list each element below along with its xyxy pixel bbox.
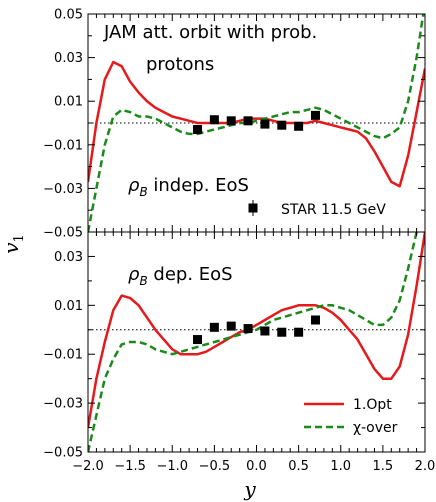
series-opt-line [88,232,425,428]
y-tick-label: 0.03 [54,250,83,265]
y-tick-label: 0.05 [54,8,83,23]
y-tick-label: −0.05 [43,446,83,461]
eos-symbol: ρ [128,264,140,285]
star-data-point [209,322,219,332]
star-data-point [294,121,304,131]
star-legend-label: STAR 11.5 GeV [281,202,386,218]
star-legend-marker [248,203,258,213]
bottom-panel: 0.03 0.01 −0.01 −0.03 −0.05 [43,231,426,461]
star-legend: STAR 11.5 GeV [248,200,386,218]
star-data-point [310,315,320,325]
y-axis-title: v1 [0,234,27,254]
y-tick-label: −0.03 [43,182,83,197]
star-data-point [209,115,219,125]
eos-text: dep. EoS [148,264,233,285]
y-tick-label: −0.05 [43,226,83,241]
legend: 1.Opt χ-over [304,397,398,436]
y-tick-label: 0.01 [54,95,83,110]
x-tick-label: −1.5 [114,459,146,474]
y-tick-label: 0.01 [54,299,83,314]
x-tick-label: 1.0 [330,459,351,474]
star-data-point [243,116,253,126]
particle-label: protons [146,54,214,75]
shared-x-axis: −2.0 −1.5 −1.0 −0.5 0.0 0.5 1.0 1.5 2.0 [72,459,435,474]
x-axis-title: y [243,477,256,501]
star-data-point [294,327,304,337]
star-data-point [277,327,287,337]
eos-symbol: ρ [128,175,140,196]
y-tick-label: −0.01 [43,348,83,363]
series-xover-line [88,14,425,232]
eos-text: indep. EoS [148,175,249,196]
star-data-point [310,110,320,120]
y-tick-label: 0.03 [54,51,83,66]
x-tick-label: 1.5 [373,459,394,474]
x-tick-label: −2.0 [72,459,104,474]
star-data-point [226,321,236,331]
y-tick-label: −0.03 [43,397,83,412]
series-opt-line [88,60,425,188]
top-panel: 0.05 0.03 0.01 −0.01 −0.03 −0.05 [43,8,426,241]
eos-label-bottom: ρB dep. EoS [128,264,233,288]
x-tick-label: −1.0 [156,459,188,474]
series-xover-line [88,232,418,452]
x-tick-label: −0.5 [199,459,231,474]
eos-label-top: ρB indep. EoS [128,175,249,199]
model-title: JAM att. orbit with prob. [103,22,317,43]
y-axis-title-sub: 1 [12,234,27,242]
legend-xover-label: χ-over [353,420,398,436]
star-data-point [193,125,203,135]
eos-subscript: B [139,274,147,288]
legend-opt-label: 1.Opt [353,397,392,413]
star-data-point [260,119,270,129]
x-tick-label: 0.0 [246,459,267,474]
y-tick-label: −0.01 [43,138,83,153]
y-axis-title-main: v [0,242,23,254]
star-data-point [260,326,270,336]
x-tick-label: 0.5 [288,459,309,474]
star-data-point [193,335,203,345]
star-data-point [226,116,236,126]
star-data-point [243,324,253,334]
eos-subscript: B [139,185,147,199]
star-data-point [277,120,287,130]
x-tick-label: 2.0 [415,459,436,474]
